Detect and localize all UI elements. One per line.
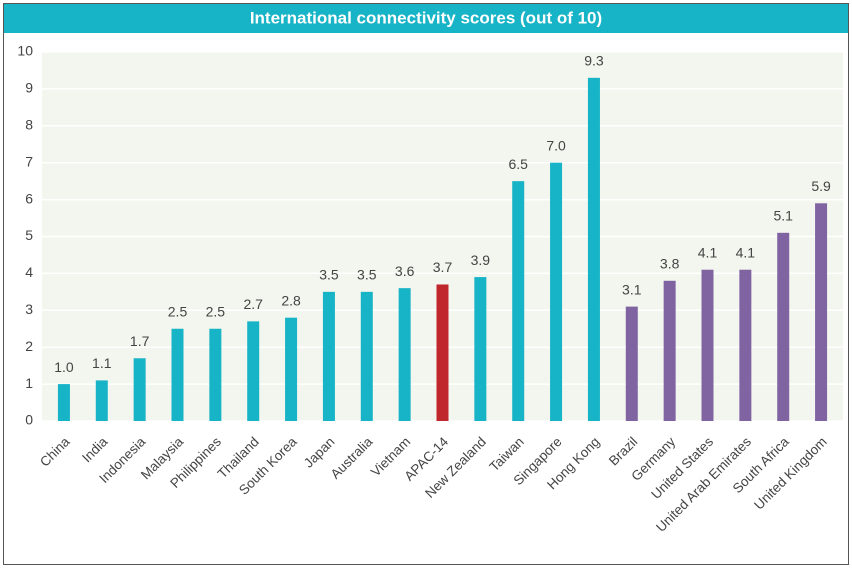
bar (512, 181, 525, 421)
y-tick-label: 3 (25, 301, 33, 317)
value-label: 3.9 (471, 252, 491, 268)
value-label: 5.1 (773, 208, 793, 224)
y-tick-label: 5 (25, 227, 33, 243)
value-label: 6.5 (508, 156, 528, 172)
value-label: 3.8 (660, 255, 680, 271)
value-label: 1.7 (130, 333, 150, 349)
value-label: 3.5 (319, 267, 339, 283)
bar (247, 321, 260, 421)
bar (360, 291, 373, 421)
value-label: 4.1 (698, 244, 718, 260)
y-tick-label: 8 (25, 117, 33, 133)
y-tick-label: 4 (25, 264, 33, 280)
bar (133, 358, 146, 421)
y-tick-label: 9 (25, 80, 33, 96)
value-label: 3.5 (357, 267, 377, 283)
bar (398, 288, 411, 421)
y-tick-label: 10 (17, 43, 33, 59)
value-label: 3.1 (622, 281, 642, 297)
value-label: 2.5 (206, 303, 226, 319)
bar (550, 162, 563, 421)
bar (322, 291, 335, 421)
value-label: 3.6 (395, 263, 415, 279)
value-label: 5.9 (811, 178, 831, 194)
bar (95, 380, 108, 421)
bar (436, 284, 449, 421)
chart-title: International connectivity scores (out o… (250, 8, 602, 27)
bar (739, 269, 752, 421)
bar (777, 232, 790, 421)
value-label: 2.5 (168, 303, 188, 319)
value-label: 1.0 (54, 359, 74, 375)
value-label: 9.3 (584, 53, 604, 69)
value-label: 2.8 (281, 292, 301, 308)
bar (701, 269, 714, 421)
y-tick-label: 0 (25, 412, 33, 428)
bar (57, 384, 70, 421)
y-tick-label: 2 (25, 338, 33, 354)
bar (815, 203, 828, 421)
bar (171, 328, 184, 421)
value-label: 3.7 (433, 259, 453, 275)
value-label: 4.1 (736, 244, 756, 260)
value-label: 7.0 (546, 137, 566, 153)
bar (285, 317, 298, 421)
bar (663, 280, 676, 421)
y-tick-label: 1 (25, 375, 33, 391)
y-tick-label: 7 (25, 153, 33, 169)
bar (209, 328, 222, 421)
bar (474, 277, 487, 421)
bar (587, 77, 600, 421)
value-label: 2.7 (243, 296, 263, 312)
title-bar (4, 4, 848, 33)
value-label: 1.1 (92, 355, 112, 371)
y-tick-label: 6 (25, 190, 33, 206)
bar (625, 306, 638, 421)
